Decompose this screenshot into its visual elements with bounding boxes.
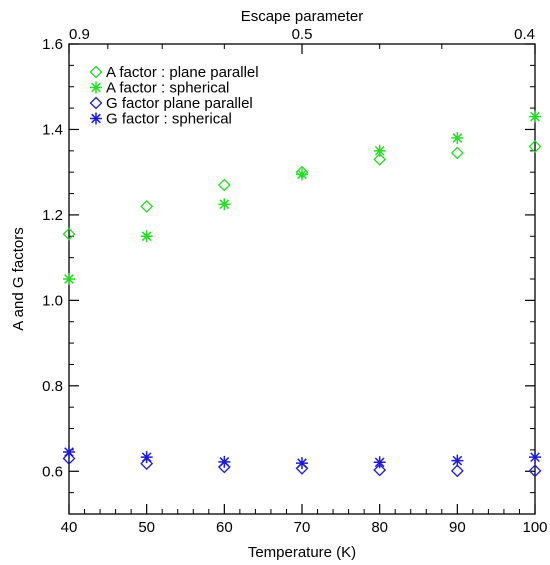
y-tick-label: 1.2	[42, 207, 63, 224]
point-series-2	[451, 132, 464, 144]
point-series-1	[373, 152, 387, 166]
legend-label-3: G factor plane parallel	[106, 95, 253, 112]
legend-marker-1	[89, 65, 103, 79]
legend-label-4: G factor : spherical	[106, 111, 232, 128]
point-series-4	[140, 451, 153, 464]
point-series-1	[450, 146, 464, 160]
top-tick-label: 0.9	[69, 26, 90, 43]
x-tick-label: 50	[138, 519, 155, 536]
top-tick-label: 0.5	[292, 26, 313, 43]
point-series-2	[373, 144, 386, 157]
x-tick-label: 90	[449, 519, 466, 536]
point-series-1	[528, 140, 542, 153]
point-series-3	[450, 464, 464, 478]
point-series-2	[218, 198, 231, 211]
x-axis-title: Temperature (K)	[248, 544, 356, 561]
legend-marker-4	[90, 112, 102, 125]
x-tick-label: 100	[522, 519, 547, 536]
point-series-2	[529, 110, 541, 123]
y-tick-label: 1.4	[42, 121, 63, 138]
top-axis-title: Escape parameter	[241, 8, 364, 25]
point-series-4	[451, 454, 464, 467]
point-series-3	[528, 464, 542, 478]
point-series-4	[63, 446, 75, 459]
y-tick-label: 0.6	[42, 463, 63, 480]
legend-label-1: A factor : plane parallel	[106, 64, 259, 81]
point-series-2	[140, 230, 153, 243]
y-tick-label: 0.8	[42, 378, 63, 395]
point-series-3	[373, 463, 387, 477]
x-tick-label: 60	[216, 519, 233, 536]
legend-label-2: A factor : spherical	[106, 80, 229, 97]
point-series-4	[218, 455, 231, 468]
point-series-1	[140, 199, 154, 213]
legend-marker-2	[90, 81, 102, 94]
legend-marker-3	[89, 96, 103, 110]
point-series-1	[217, 178, 231, 192]
point-series-4	[529, 451, 541, 464]
x-tick-label: 40	[61, 519, 78, 536]
point-series-4	[373, 456, 386, 469]
y-tick-label: 1.0	[42, 292, 63, 309]
axis-ticks: 40 50 60 70 80 90 100 0.9 0.5 0.4 0.6 0.8 1.0 1.2 1.4 1…	[42, 26, 547, 536]
y-tick-label: 1.6	[42, 36, 63, 53]
point-series-4	[296, 457, 308, 470]
x-tick-label: 70	[294, 519, 311, 536]
point-series-1	[62, 227, 76, 241]
top-tick-label: 0.4	[514, 26, 535, 43]
x-tick-label: 80	[371, 519, 388, 536]
data-marks	[62, 110, 542, 478]
y-axis-title: A and G factors	[10, 227, 27, 330]
point-series-2	[63, 273, 75, 285]
point-series-2	[296, 168, 308, 181]
